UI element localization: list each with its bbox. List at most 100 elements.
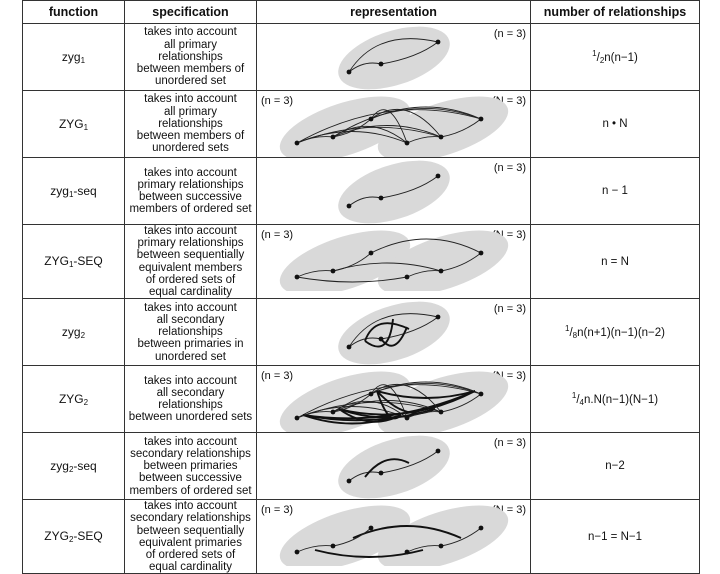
relationship-line: [332, 125, 442, 138]
relationship-line: [440, 118, 482, 138]
function-name: zyg: [50, 458, 69, 473]
specification-line: primary relationships: [137, 237, 244, 250]
specification-line: unordered sets: [152, 142, 229, 155]
specification-line: between members of: [136, 63, 245, 76]
relationship-diagram: [338, 301, 450, 365]
function-subscript: 1: [80, 55, 86, 65]
specification-line: of ordered sets of: [145, 549, 236, 562]
function-suffix: -seq: [73, 183, 97, 198]
relationship-line: [348, 471, 382, 482]
representation-cell: (n = 3) (N = 3): [256, 499, 531, 574]
fraction-denominator: 4: [579, 398, 584, 408]
specification-line: takes into account: [144, 301, 237, 314]
relationships-cell: n − 1: [530, 157, 700, 225]
member-dot: [368, 391, 374, 397]
member-dot: [368, 116, 374, 122]
relationship-line: [370, 384, 408, 419]
relationship-line: [380, 326, 408, 347]
member-dot: [435, 39, 441, 45]
member-dot: [478, 525, 484, 531]
member-dot: [294, 415, 300, 421]
function-cell: zyg2: [22, 298, 125, 367]
function-name: zyg: [61, 324, 81, 339]
member-dot: [346, 344, 352, 350]
specification-line: between primaries: [143, 460, 238, 473]
function-name: ZYG: [58, 116, 84, 131]
member-dot: [378, 195, 384, 201]
relationship-line: [406, 136, 442, 144]
function-name: zyg: [50, 183, 69, 198]
relationship-line: [348, 313, 439, 348]
relationship-line: [370, 109, 408, 144]
relationship-line: [296, 270, 334, 278]
relationship-line: [296, 126, 442, 144]
function-cell: zyg1-seq: [22, 157, 125, 225]
label-n: (n = 3): [493, 28, 526, 40]
representation-cell: (n = 3): [256, 432, 531, 501]
specification-line: takes into account: [144, 166, 237, 179]
set-ellipse: [338, 160, 450, 224]
relationship-line: [370, 384, 442, 413]
member-dot: [294, 140, 300, 146]
function-name: ZYG: [44, 254, 69, 269]
header-function: function: [22, 0, 125, 24]
specification-cell: takes into account primary relationships b…: [124, 157, 257, 225]
label-n: (n = 3): [493, 303, 526, 316]
relationship-line: [332, 527, 372, 547]
specification-line: secondary relationships: [130, 512, 251, 525]
function-subscript: 1: [68, 260, 74, 270]
specification-line: all secondary: [156, 313, 225, 326]
table-row: ZYG1 takes into account all primary relatio…: [22, 90, 700, 158]
function-name: ZYG: [44, 529, 69, 544]
member-dot: [368, 525, 374, 531]
relationship-line: [332, 118, 372, 138]
function-subscript: 1: [83, 122, 89, 132]
specification-line: equivalent members: [138, 261, 243, 274]
specification-line: equal cardinality: [148, 286, 233, 299]
table-row: ZYG2 takes into account all secondary relat…: [22, 365, 700, 434]
specification-line: between unordered sets: [128, 411, 253, 424]
header-representation: representation: [256, 0, 531, 24]
specification-line: all primary: [163, 105, 218, 118]
member-dot: [294, 549, 300, 555]
relationship-line: [440, 393, 482, 413]
relationship-line: [380, 41, 439, 65]
set-ellipse: [338, 26, 450, 90]
function-cell: ZYG1: [22, 90, 125, 158]
relationship-line: [370, 381, 482, 395]
member-dot: [346, 69, 352, 75]
member-dot: [404, 140, 410, 146]
specification-line: between successive: [139, 191, 242, 203]
specification-line: secondary relationships: [130, 447, 251, 460]
function-subscript: 2: [68, 535, 74, 545]
relationship-line: [338, 390, 476, 416]
specification-cell: takes into account secondary relationship…: [124, 432, 257, 501]
relationship-line: [380, 316, 439, 340]
function-subscript: 2: [83, 397, 89, 407]
label-n: (n = 3): [261, 95, 294, 107]
relationship-line: [332, 107, 482, 138]
relationship-line: [380, 175, 439, 199]
relationship-line: [296, 276, 408, 283]
set-ellipse: [279, 371, 411, 433]
member-dot: [346, 203, 352, 209]
set-ellipse: [338, 435, 450, 499]
table-row: zyg1-seq takes into account primary relati…: [22, 157, 700, 225]
header-row: function specification representation nu…: [22, 0, 700, 24]
member-dot: [378, 61, 384, 67]
representation-cell: (n = 3) (N = 3): [256, 223, 531, 300]
specification-cell: takes into account primary relationships b…: [124, 223, 257, 300]
relationship-line: [296, 411, 334, 419]
label-n: (n = 3): [261, 504, 294, 517]
member-dot: [330, 409, 336, 415]
relationship-line: [332, 393, 372, 413]
specification-line: relationships: [158, 117, 223, 130]
specification-line: between members of: [136, 130, 245, 143]
specification-cell: takes into account secondary relationship…: [124, 499, 257, 574]
specification-line: takes into account: [144, 500, 237, 513]
function-suffix: -SEQ: [73, 529, 103, 544]
table-row: ZYG1-SEQ takes into account primary relati…: [22, 223, 700, 300]
specification-line: all primary: [163, 38, 218, 51]
relationships-cell: n−2: [530, 432, 700, 501]
relationship-line: [376, 390, 476, 400]
